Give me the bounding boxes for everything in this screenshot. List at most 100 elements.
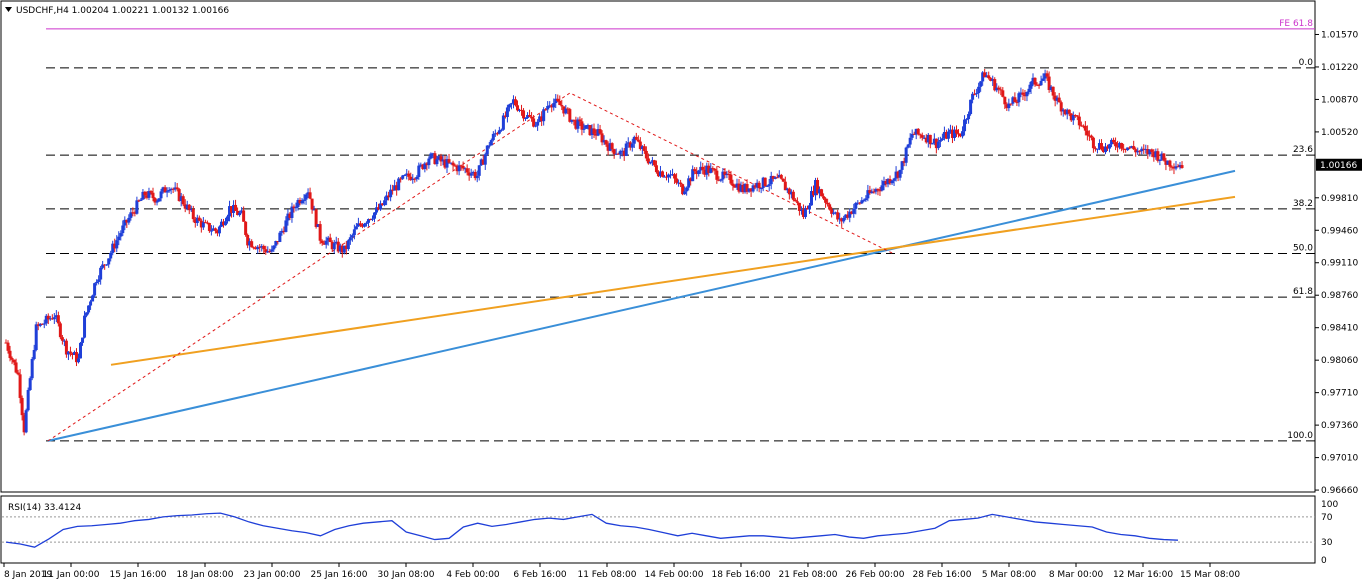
candle-body [141,191,145,200]
candle-body [473,171,477,179]
collapse-triangle-icon[interactable] [5,7,12,12]
candle-body [729,174,733,184]
candle-body [48,318,52,320]
candle-body [274,241,278,246]
candle-body [4,342,8,344]
candle-body [89,301,93,306]
candle-body [908,137,912,145]
candle-body [564,108,568,114]
candle-body [606,144,610,151]
candle-body [364,222,368,224]
candle-body [250,241,254,248]
x-tick-label: 8 Jan 2019 [4,570,52,580]
candle-body [64,340,68,355]
candle-body [242,210,246,222]
rsi-header: RSI(14) 33.4124 [8,503,81,513]
candle-body [115,240,119,249]
candle-body [540,116,544,122]
candle-body [290,206,294,218]
candle-body [1081,125,1085,127]
candle-body [902,161,906,163]
candle-body [957,133,961,135]
candle-body [481,159,485,165]
candle-body [846,214,850,218]
candle-body [1108,144,1112,149]
candle-body [18,374,22,398]
candle-body [1059,102,1063,112]
candle-body [1156,151,1160,161]
candle-body [278,232,282,242]
candle-body [731,183,735,187]
candle-body [610,143,614,150]
candle-body [856,202,860,204]
candle-body [1039,80,1043,86]
candle-body [1005,104,1009,109]
candle-body [310,198,314,210]
candle-body [791,191,795,200]
candle-body [828,204,832,210]
candle-body [993,79,997,91]
candle-body [910,133,914,138]
candle-body [509,103,513,105]
candle-body [459,165,463,167]
candle-body [272,245,276,250]
candle-body [793,199,797,202]
candle-body [735,183,739,188]
candle-body [322,243,326,245]
candle-body [121,225,125,234]
candle-body [530,116,534,119]
candle-body [125,219,129,223]
candle-body [848,211,852,218]
candle-body [685,187,689,192]
candle-body [1017,93,1021,103]
candle-body [832,212,836,214]
candle-body [1138,150,1142,152]
candle-body [550,105,554,108]
candle-body [129,212,133,218]
candle-body [385,195,389,201]
candle-body [149,191,153,193]
candle-body [681,184,685,195]
candle-body [715,170,719,180]
candle-body [1178,165,1182,167]
rsi-tick-label: 70 [1321,513,1333,523]
candle-body [912,133,916,135]
candle-body [763,177,767,186]
candle-body [211,228,215,231]
candle-body [985,75,989,78]
candle-body [954,129,958,134]
candle-body [195,217,199,224]
candle-body [22,415,26,433]
candle-body [1136,150,1140,153]
rsi-tick-label: 100 [1321,500,1338,510]
candle-body [221,221,225,226]
candle-body [467,172,471,176]
candle-body [638,141,642,149]
y-tick-label: 0.99460 [1321,226,1358,236]
candle-body [989,78,993,81]
candle-body [1164,160,1168,165]
candle-body [812,190,816,196]
candle-body [930,143,934,145]
candle-body [58,323,62,338]
candle-body [844,214,848,218]
candle-body [139,199,143,201]
candle-body [826,202,830,205]
candle-body [1142,148,1146,150]
candle-body [552,103,556,108]
candle-body [16,372,20,375]
candle-body [824,198,828,203]
rsi-series-line [5,512,1179,548]
candle-body [42,323,46,325]
candle-body [914,128,918,135]
candle-body [163,187,167,193]
candle-body [757,182,761,189]
candle-body [282,230,286,232]
candle-body [1033,77,1037,85]
candle-body [276,241,280,243]
candle-body [423,163,427,170]
candle-body [528,115,532,117]
candle-body [50,318,54,320]
candle-body [745,184,749,192]
